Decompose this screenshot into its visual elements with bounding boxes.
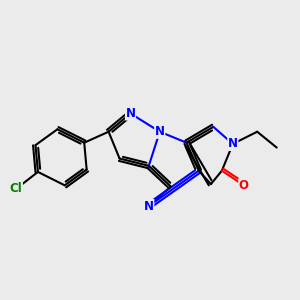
Text: N: N	[228, 137, 238, 150]
Text: N: N	[125, 107, 136, 120]
Text: O: O	[239, 179, 249, 192]
Text: N: N	[144, 200, 154, 212]
Text: Cl: Cl	[10, 182, 22, 196]
Text: N: N	[155, 125, 165, 138]
